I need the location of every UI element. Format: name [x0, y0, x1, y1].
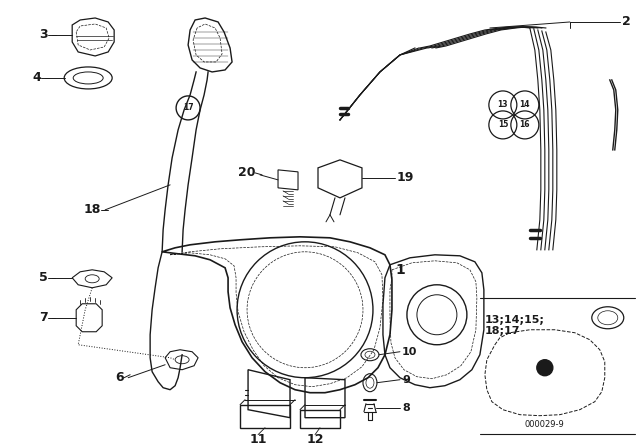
Text: 3: 3 [40, 29, 48, 42]
Text: 17: 17 [183, 103, 193, 112]
Text: 14: 14 [520, 100, 530, 109]
Text: 15: 15 [498, 121, 508, 129]
Text: 4: 4 [33, 71, 41, 84]
Text: 13;14;15;
18;17: 13;14;15; 18;17 [485, 315, 545, 336]
Text: 12: 12 [307, 433, 324, 446]
Text: 9: 9 [402, 375, 410, 385]
Text: 6: 6 [116, 371, 124, 384]
Text: 5: 5 [40, 271, 48, 284]
Circle shape [537, 360, 553, 376]
Text: 1: 1 [395, 263, 405, 277]
Text: 8: 8 [402, 403, 410, 413]
Text: 20: 20 [237, 166, 255, 179]
Text: 10: 10 [402, 347, 417, 357]
Text: 11: 11 [250, 433, 267, 446]
Text: 7: 7 [40, 311, 48, 324]
Text: 16: 16 [520, 121, 530, 129]
Text: 2: 2 [622, 16, 630, 29]
Text: 13: 13 [498, 100, 508, 109]
Text: 19: 19 [397, 172, 414, 185]
Text: 18: 18 [84, 203, 101, 216]
Text: 000029-9: 000029-9 [525, 420, 564, 429]
